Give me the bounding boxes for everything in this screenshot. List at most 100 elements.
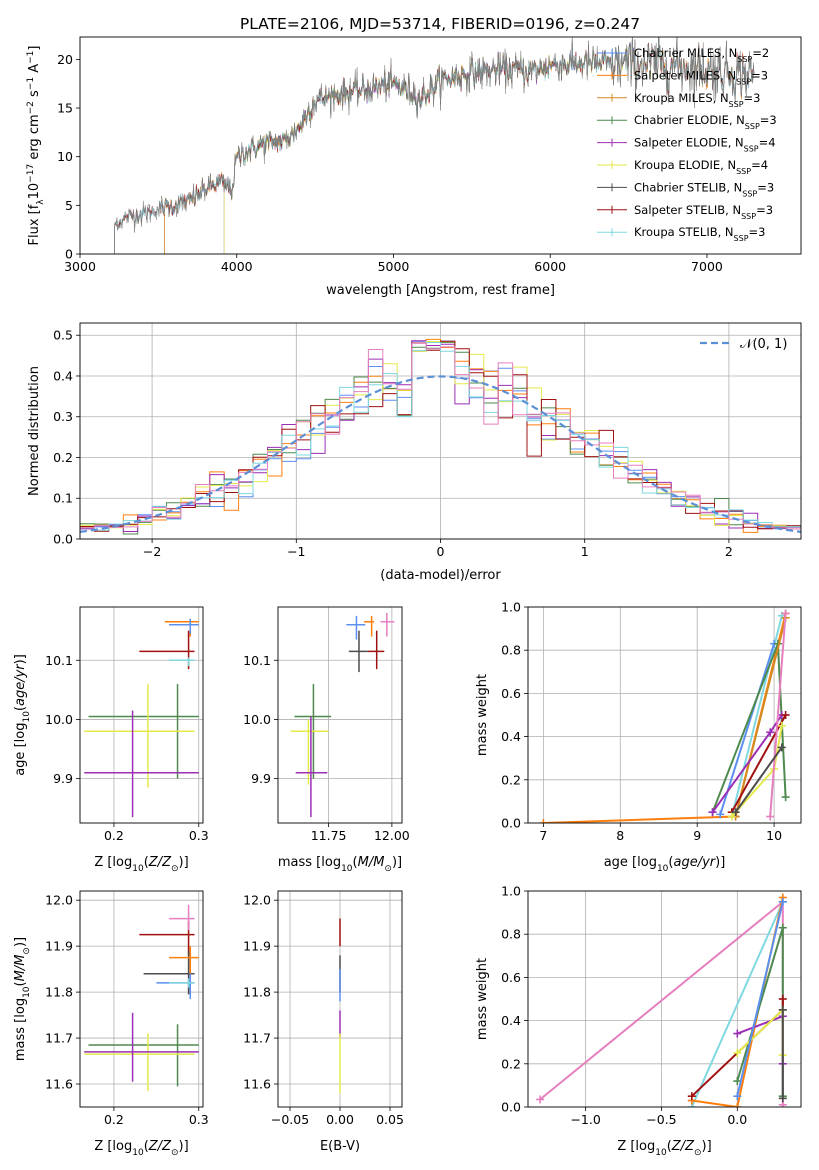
y-axis-label: mass [log10(M/M⊙)] [13, 937, 32, 1061]
x-axis-label: Z [log10(Z/Z⊙)] [94, 855, 188, 874]
legend-tail: =2 [752, 46, 769, 60]
legend-sub: SSP [734, 234, 749, 243]
x-tick-label: 1 [581, 544, 589, 559]
y-tick-label: 15 [57, 101, 73, 116]
x-tick-label: 0.00 [326, 1112, 354, 1127]
legend-tail: =3 [749, 225, 766, 239]
legend-entry: Kroupa MILES, NSSP=3 [634, 91, 760, 109]
label-part: 10 [655, 1148, 667, 1158]
y-tick-label: 0.2 [501, 772, 521, 787]
y-tick-label: 9.9 [53, 771, 73, 786]
x-axis-label: mass [log10(M/M⊙)] [278, 855, 402, 874]
label-part: Flux [f [27, 204, 42, 245]
x-tick-label: 0.05 [376, 1112, 404, 1127]
y-axis-label: Flux [fλ10−17 erg cm−2 s−1 A−1] [26, 46, 46, 246]
label-part: )] [392, 855, 402, 870]
y-tick-label: 11.9 [45, 939, 73, 954]
legend-entry: Chabrier MILES, NSSP=2 [634, 46, 769, 64]
y-tick-label: 0.6 [501, 970, 521, 985]
series-line [736, 901, 784, 1097]
y-tick-label: 1.0 [501, 600, 521, 615]
axes-frame [79, 322, 802, 540]
axes-frame [277, 606, 403, 824]
y-axis-label: Normed distribution [27, 366, 42, 496]
label-part: Z/Z [148, 855, 172, 870]
label-part: M/M [13, 955, 28, 982]
legend-sub: SSP [741, 211, 756, 220]
x-tick-label: 8 [616, 828, 624, 843]
x-tick-label: 0.2 [104, 1112, 124, 1127]
label-part: 10 [22, 986, 32, 998]
series-line [769, 613, 787, 817]
mass-vs-Z-points [84, 904, 199, 1091]
label-part: −2 [26, 101, 36, 114]
legend-entry: Chabrier STELIB, NSSP=3 [634, 180, 774, 198]
histogram-series [80, 342, 801, 539]
x-axis-label: age [log10(age/yr)] [604, 855, 726, 874]
legend-sub: SSP [729, 99, 744, 108]
label-part: age [log [604, 855, 657, 870]
x-tick-label: 6000 [534, 259, 566, 274]
y-tick-label: 11.8 [243, 985, 271, 1000]
label-part: ] [27, 46, 42, 51]
legend-main: Chabrier MILES, N [634, 46, 737, 60]
x-tick-label: 11.75 [311, 828, 347, 843]
axes-frame [79, 890, 204, 1108]
x-tick-label: 0.3 [189, 828, 209, 843]
label-part: A [27, 64, 42, 77]
y-tick-label: 0.5 [53, 328, 73, 343]
label-part: s [27, 90, 42, 101]
legend-tail: =3 [760, 113, 777, 127]
label-part: ( [667, 1139, 672, 1154]
y-tick-label: 0.0 [501, 816, 521, 831]
y-tick-label: 9.9 [251, 771, 271, 786]
label-part: λ [36, 199, 46, 205]
y-tick-label: 11.9 [243, 939, 271, 954]
label-part: ⊙ [384, 864, 392, 874]
y-tick-label: 1.0 [501, 884, 521, 899]
x-tick-label: −0.05 [271, 1112, 309, 1127]
legend-entry: Kroupa ELODIE, NSSP=4 [634, 158, 768, 176]
legend-sub: SSP [736, 167, 751, 176]
y-tick-label: 0.3 [53, 409, 73, 424]
label-part: )] [702, 1139, 712, 1154]
y-tick-label: 0.1 [53, 491, 73, 506]
y-tick-label: 11.6 [243, 1077, 271, 1092]
label-part: ⊙ [694, 1148, 702, 1158]
label-part: )] [179, 855, 189, 870]
y-tick-label: 11.8 [45, 985, 73, 1000]
series-line [690, 901, 784, 1107]
legend-tail: =4 [759, 136, 776, 150]
label-part: age [log [13, 723, 28, 776]
x-tick-label: 5000 [378, 259, 410, 274]
label-part: 10 [657, 864, 669, 874]
x-tick-label: −0.5 [646, 1112, 676, 1127]
x-tick-label: 4000 [221, 259, 253, 274]
y-tick-label: 10.0 [45, 712, 73, 727]
x-axis-label: Z [log10(Z/Z⊙)] [94, 1139, 188, 1158]
mass-vs-EBV-panel: −0.05 0.00 0.05 11.6 11.7 11.8 11.9 12.0 E(B-V) [243, 890, 404, 1154]
massweight-vs-Z-series [536, 893, 787, 1107]
label-part: 10 [27, 183, 42, 200]
y-tick-label: 0.0 [501, 1100, 521, 1115]
x-tick-label: −2 [143, 544, 161, 559]
residuals-panel: −2 −1 0 1 2 0.0 0.1 0.2 0.3 0.4 0.5 𝒩(0, 1) (data-mo… [27, 322, 802, 583]
residuals-series-group [80, 338, 801, 539]
x-tick-label: 7000 [691, 259, 723, 274]
y-tick-label: 0.2 [53, 450, 73, 465]
label-part: 10 [341, 864, 353, 874]
y-tick-label: 11.7 [243, 1031, 271, 1046]
legend-entry: Salpeter ELODIE, NSSP=4 [634, 136, 776, 154]
axes-frame [527, 890, 802, 1108]
y-axis-label: mass weight [475, 958, 490, 1040]
legend-entry: Kroupa STELIB, NSSP=3 [634, 225, 765, 243]
label-part: Z [log [94, 1139, 132, 1154]
legend-main: Salpeter ELODIE, N [634, 136, 744, 150]
x-tick-label: 3000 [64, 259, 96, 274]
x-tick-label: 0.3 [189, 1112, 209, 1127]
legend-sub: SSP [744, 144, 759, 153]
legend-tail: =4 [751, 158, 768, 172]
